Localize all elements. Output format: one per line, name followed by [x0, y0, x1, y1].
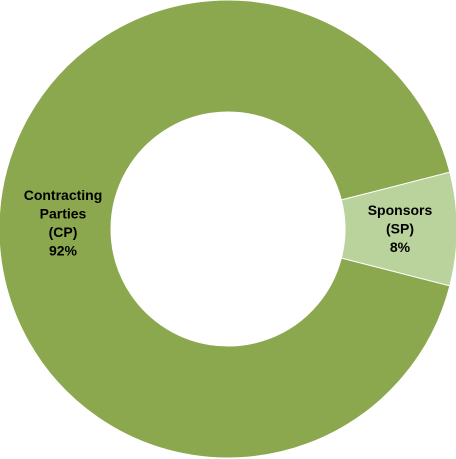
slice-label-0-line-2: 8%: [390, 239, 411, 255]
donut-labels: Sponsors (SP) 8% Contracting Parties (CP) 92%: [24, 187, 433, 259]
slice-label-1: Contracting Parties (CP) 92%: [24, 187, 103, 259]
slice-label-1-line-1: Parties: [40, 206, 87, 222]
slice-label-1-line-3: 92%: [49, 243, 78, 259]
slice-label-0: Sponsors (SP) 8%: [368, 202, 433, 255]
slice-label-0-line-0: Sponsors: [368, 202, 433, 218]
slice-label-1-line-0: Contracting: [24, 187, 103, 203]
slice-label-0-line-1: (SP): [386, 221, 414, 237]
slice-label-1-line-2: (CP): [49, 224, 78, 240]
